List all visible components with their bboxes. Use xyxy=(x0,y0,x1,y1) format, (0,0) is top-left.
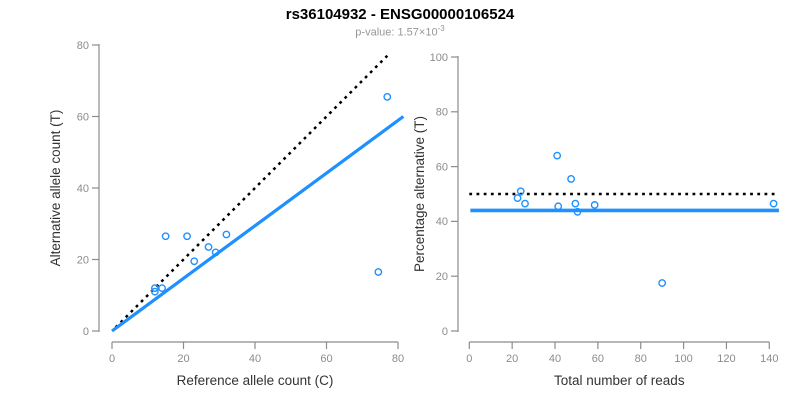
data-point xyxy=(658,279,667,287)
y-tick-label: 100 xyxy=(430,52,448,64)
data-point xyxy=(590,201,599,209)
y-tick-label: 60 xyxy=(77,111,89,123)
data-point xyxy=(161,232,170,241)
x-axis-label: Reference allele count (C) xyxy=(177,373,334,388)
x-tick-label: 80 xyxy=(392,353,404,365)
figure-subtitle: p-value: 1.57×10-3 xyxy=(0,24,800,39)
y-axis-label: Percentage alternative (T) xyxy=(412,116,427,272)
data-point xyxy=(150,284,159,292)
pvalue-exponent: -3 xyxy=(437,24,445,33)
data-point xyxy=(158,284,166,292)
x-tick-label: 40 xyxy=(249,353,261,365)
y-tick-label: 80 xyxy=(77,40,89,52)
y-tick-label: 0 xyxy=(83,326,89,338)
x-tick-label: 120 xyxy=(717,353,735,365)
pvalue-mantissa: 1.57×10 xyxy=(397,26,438,39)
identity-line xyxy=(114,54,389,329)
y-tick-label: 20 xyxy=(77,254,89,266)
data-point xyxy=(769,199,778,208)
x-tick-label: 20 xyxy=(506,353,518,365)
data-point xyxy=(513,194,522,203)
x-axis-label: Total number of reads xyxy=(554,373,685,388)
data-point xyxy=(150,287,159,296)
data-point xyxy=(567,175,575,183)
y-axis-label: Alternative allele count (T) xyxy=(48,110,63,267)
data-point xyxy=(190,257,199,266)
x-tick-label: 60 xyxy=(592,353,604,365)
data-point xyxy=(183,232,191,241)
y-tick-label: 40 xyxy=(77,183,89,195)
data-point xyxy=(573,207,582,216)
data-point xyxy=(211,248,220,257)
x-tick-label: 40 xyxy=(549,353,561,365)
y-tick-label: 20 xyxy=(436,271,448,283)
y-tick-label: 80 xyxy=(436,107,448,119)
data-point xyxy=(571,199,580,208)
x-tick-label: 100 xyxy=(674,353,692,365)
fit-line xyxy=(111,115,405,333)
x-tick-label: 0 xyxy=(109,353,115,365)
pvalue-label: p-value: xyxy=(355,26,398,39)
x-tick-label: 80 xyxy=(635,353,647,365)
x-tick-label: 20 xyxy=(177,353,189,365)
data-point xyxy=(374,268,383,276)
data-point xyxy=(553,151,562,160)
figure-title: rs36104932 - ENSG00000106524 xyxy=(285,6,515,23)
y-tick-label: 0 xyxy=(442,326,448,338)
data-point xyxy=(383,92,392,101)
data-point xyxy=(521,199,529,208)
data-point xyxy=(222,230,231,239)
x-tick-label: 60 xyxy=(320,353,332,365)
left-scatter-plot: 0 20 40 60 80 0 20 40 60 80 Reference allele count… xyxy=(48,40,405,388)
y-tick-label: 60 xyxy=(436,161,448,173)
x-tick-label: 0 xyxy=(466,353,472,365)
data-point xyxy=(554,202,563,211)
data-point xyxy=(516,187,525,196)
right-scatter-plot: 0 20 40 60 80 100 0 20 40 60 80 100 120 140 Total numb… xyxy=(412,52,779,388)
x-tick-label: 140 xyxy=(760,353,778,365)
y-tick-label: 40 xyxy=(436,216,448,228)
data-point xyxy=(204,243,213,251)
